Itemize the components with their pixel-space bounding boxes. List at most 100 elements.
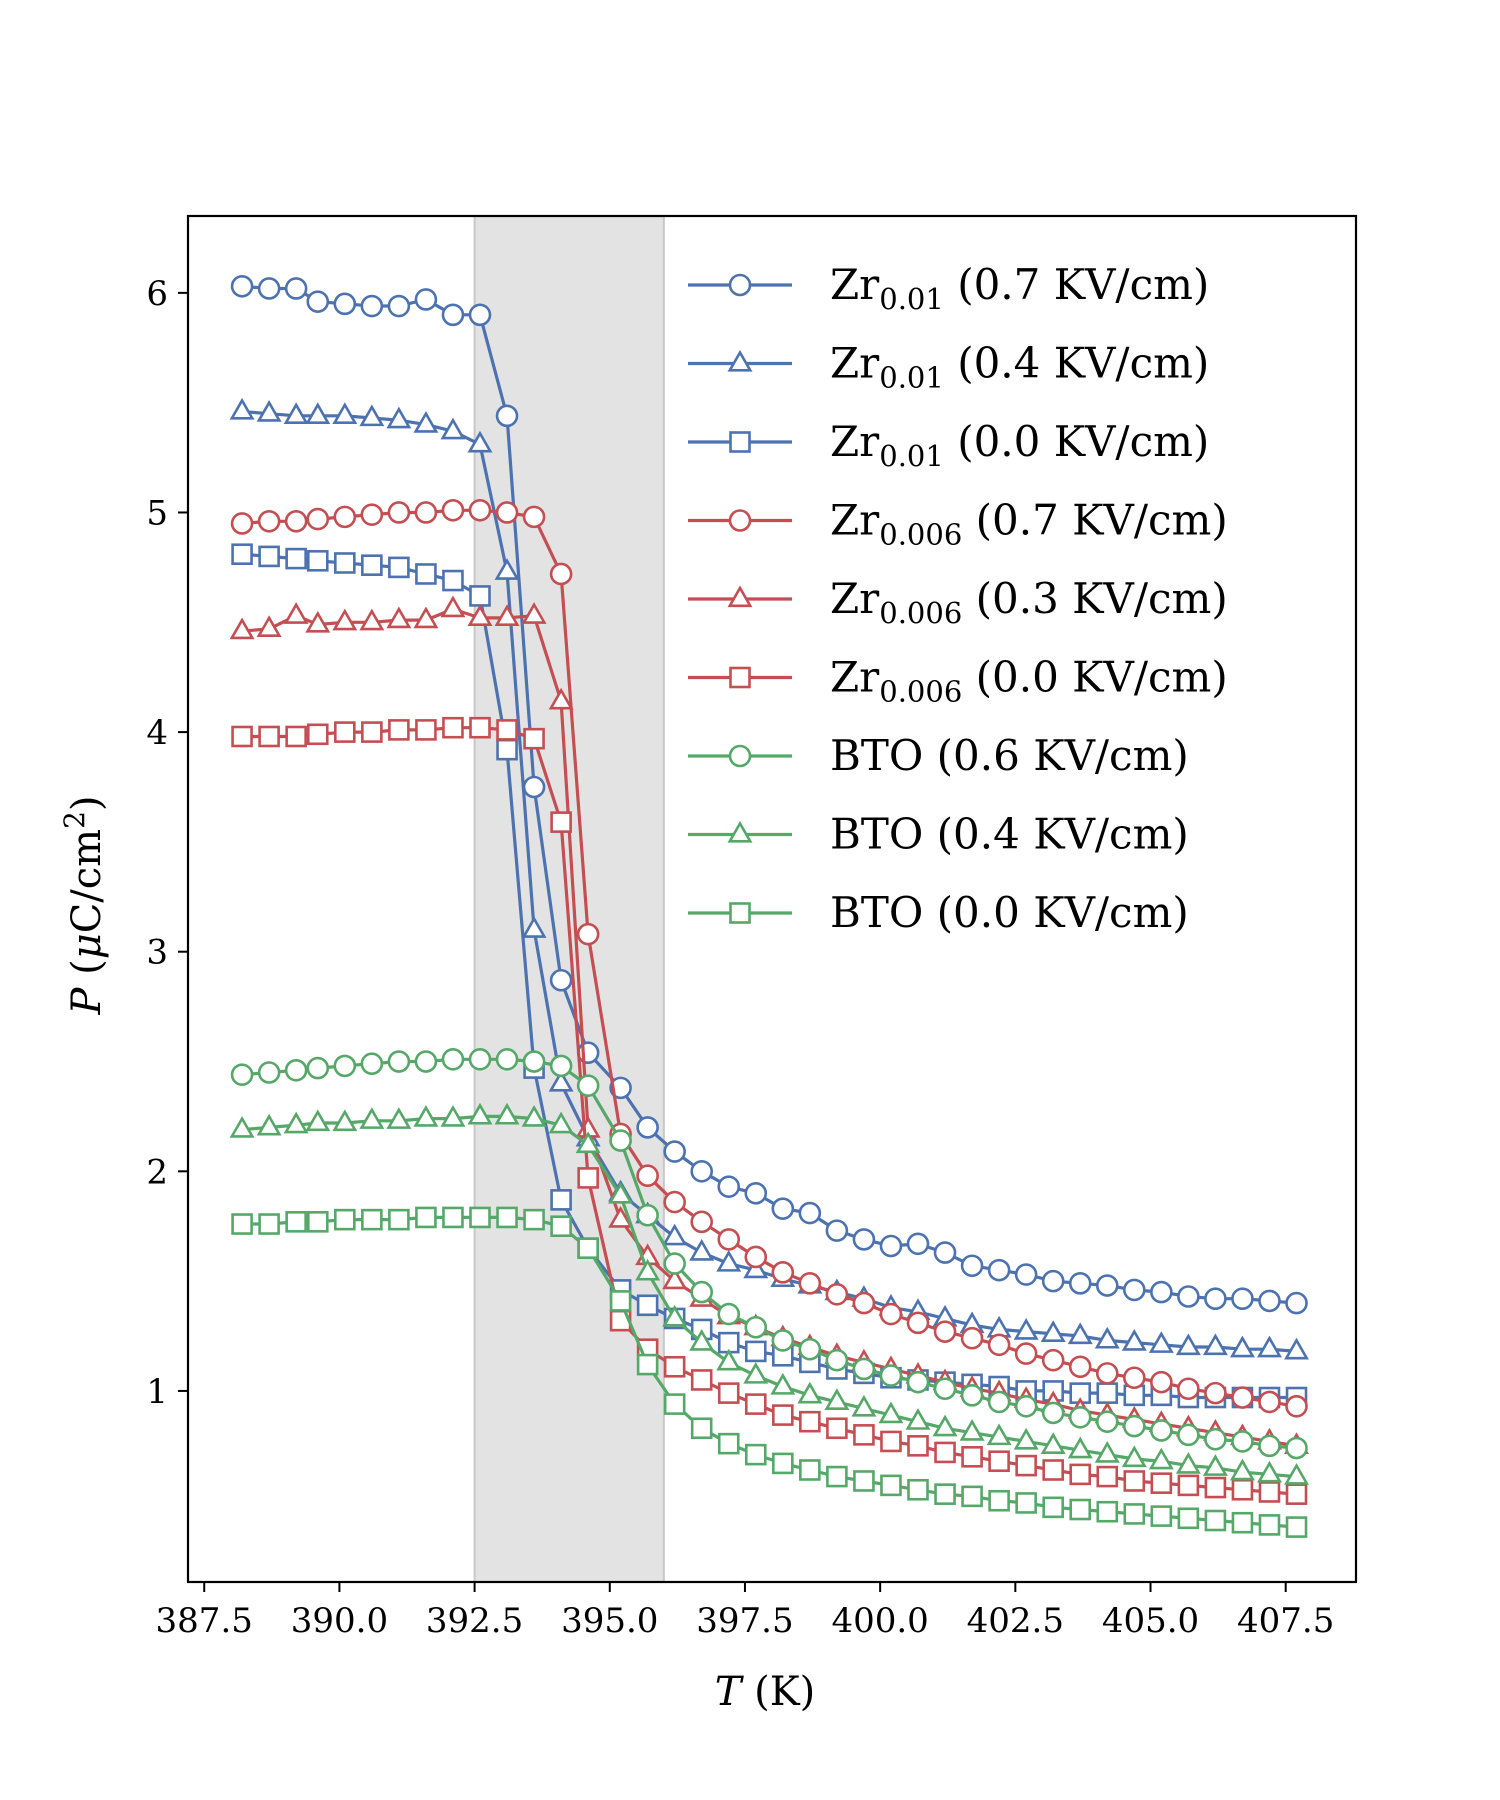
data-point [608,1206,634,1228]
data-point [1177,1377,1200,1401]
legend-label-field: (0.0 KV/cm) [944,417,1209,466]
data-point [577,1167,599,1189]
data-point [576,1041,600,1065]
data-point [690,1210,714,1234]
data-point [1258,1434,1281,1458]
legend-entry: Zr0.006 (0.7 KV/cm) [688,496,1228,552]
data-point [440,1105,466,1127]
y-axis: 1 2 3 4 5 6 [146,274,188,1412]
legend-entry: BTO (0.6 KV/cm) [688,731,1189,780]
data-point [934,1441,956,1464]
data-point [1095,1410,1119,1433]
data-point [1175,1451,1201,1474]
data-point [1042,1496,1064,1519]
data-point [988,1450,1010,1473]
data-point [1285,1436,1308,1460]
data-point [494,558,520,580]
data-point [663,1140,686,1163]
axes-frame [186,214,1358,1584]
data-point [663,1355,686,1378]
data-point [258,1213,280,1235]
data-point [230,1063,254,1086]
data-point [1015,1454,1037,1477]
data-point [332,608,358,631]
data-point [521,602,547,624]
data-point [1150,1505,1173,1527]
data-point [1014,1342,1038,1365]
data-point [469,716,491,739]
data-point [1231,1386,1254,1409]
data-point [415,1206,437,1229]
data-point [988,1489,1010,1512]
data-point [1257,1335,1282,1358]
data-point [577,1237,599,1259]
data-point [1067,1436,1093,1459]
data-point [1096,1500,1119,1523]
data-point [879,1364,903,1387]
data-point [1231,1287,1254,1310]
data-point [1094,1441,1120,1463]
legend-label: BTO (0.0 KV/cm) [830,888,1189,937]
data-point [495,501,519,524]
data-point [1122,1366,1146,1390]
data-point [1121,1445,1147,1468]
y-axis-unit-open: ( [64,959,110,987]
y-tick-label: 3 [146,933,168,973]
data-point [415,719,437,741]
data-point [716,1348,742,1371]
data-point [359,1107,385,1129]
data-point [306,549,329,572]
data-point [1204,1476,1227,1499]
data-point [771,1197,795,1220]
data-point [798,1272,822,1295]
data-point [1202,1333,1228,1356]
data-point [853,1424,875,1446]
data-point [361,721,383,743]
data-point [1123,1503,1146,1525]
data-point [359,608,385,631]
data-point [550,811,572,833]
legend-label: Zr0.01 (0.4 KV/cm) [830,339,1209,395]
data-point [770,1372,796,1395]
legend-label: Zr0.01 (0.0 KV/cm) [830,417,1209,473]
data-point [360,1052,384,1076]
data-point [690,1369,713,1391]
data-point [879,1234,903,1258]
data-point [549,562,573,586]
data-point [662,1267,688,1290]
legend-label: BTO (0.6 KV/cm) [830,731,1189,780]
data-point [283,602,309,624]
data-point [550,1189,572,1211]
data-point [959,1419,985,1441]
series-7 [230,1048,1308,1460]
data-point [360,503,384,526]
data-point [387,294,411,318]
data-point [1258,1481,1281,1503]
data-point [987,1258,1011,1282]
data-point [880,1430,902,1453]
data-point [305,1109,331,1132]
legend-label-field: (0.6 KV/cm) [923,731,1188,780]
data-point [468,303,492,327]
series-line [241,552,1297,1400]
data-point [934,1483,956,1505]
data-point [852,1291,876,1315]
transition-shaded-region [473,215,665,1583]
data-point [413,606,439,629]
data-point [771,1329,795,1352]
legend-label-base: Zr [830,653,880,702]
data-point [521,1105,547,1127]
data-point [906,1232,930,1256]
data-point [257,509,281,533]
y-axis-unit-close: ) [64,795,110,811]
legend-label-subscript: 0.006 [879,675,962,709]
series-line [241,508,1297,1408]
data-point [609,1290,632,1312]
series-line [241,409,1297,1353]
data-point [1122,1278,1146,1302]
data-point [1096,1465,1119,1488]
legend-label-base: Zr [830,339,880,388]
data-point [576,1074,600,1097]
data-point [306,723,329,746]
